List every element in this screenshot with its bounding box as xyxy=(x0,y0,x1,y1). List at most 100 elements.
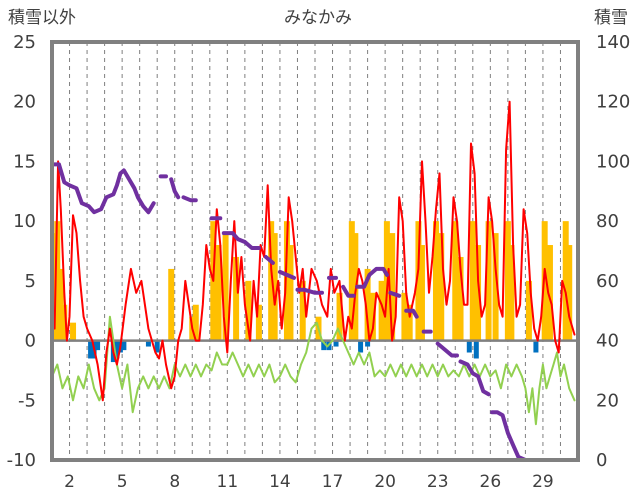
snow-depth-line xyxy=(490,410,577,462)
snow-depth-line xyxy=(263,255,275,265)
x-tick-label: 11 xyxy=(217,472,239,492)
precip-bar xyxy=(233,256,240,341)
precip-bar xyxy=(287,245,294,341)
precip-bar xyxy=(469,221,476,341)
x-tick-label: 8 xyxy=(169,472,180,492)
precip-bar xyxy=(168,268,175,341)
precip-bar xyxy=(348,221,355,341)
snow_change-bar xyxy=(145,340,151,347)
precip-bar xyxy=(54,221,61,341)
x-tick-label: 26 xyxy=(480,472,502,492)
x-tick-label: 17 xyxy=(322,472,344,492)
left-tick-label: 15 xyxy=(13,151,36,172)
left-y-axis: -10 -5 0 5 10 15 20 25 xyxy=(7,32,36,471)
right-tick-label: 80 xyxy=(596,211,619,232)
left-tick-label: 10 xyxy=(13,211,36,232)
left-tick-label: 20 xyxy=(13,92,36,113)
precip-bar xyxy=(364,268,371,341)
x-tick-label: 14 xyxy=(269,472,291,492)
snow_change-bar xyxy=(121,340,127,351)
plot-frame xyxy=(50,40,580,462)
x-tick-label: 2 xyxy=(64,472,75,492)
snow-depth-line xyxy=(50,162,156,215)
line-layer xyxy=(50,100,577,462)
precip-bar xyxy=(255,304,262,341)
temperature-line xyxy=(51,100,576,402)
precip-bar xyxy=(283,221,290,341)
right-y-axis: 0 20 40 60 80 100 120 140 xyxy=(596,32,630,471)
snow_change-bar xyxy=(95,340,101,351)
precip-bar xyxy=(401,292,408,341)
chart-title: みなかみ xyxy=(284,8,352,28)
snow_change-bar xyxy=(533,340,539,353)
snow_change-bar xyxy=(365,340,371,347)
snow-depth-line xyxy=(295,287,324,295)
precip-bar xyxy=(438,233,445,341)
precip-bar xyxy=(271,233,278,341)
precip-bar xyxy=(504,221,511,341)
right-tick-label: 120 xyxy=(596,92,630,113)
snow-depth-line xyxy=(458,359,491,397)
precip-bar xyxy=(485,221,492,341)
precip-bar xyxy=(457,256,464,341)
snow-depth-line xyxy=(355,266,389,289)
right-axis-header: 積雪 xyxy=(594,8,628,28)
precip-bar xyxy=(57,268,64,341)
snow-depth-line xyxy=(169,177,181,200)
left-tick-label: -10 xyxy=(7,450,36,471)
precip-bar xyxy=(562,221,569,341)
right-tick-label: 100 xyxy=(596,151,630,172)
snow-depth-line xyxy=(277,269,296,280)
right-tick-label: 140 xyxy=(596,32,630,53)
left-tick-label: 5 xyxy=(25,271,36,292)
snow-depth-line xyxy=(341,284,356,298)
precip-bar xyxy=(406,304,413,341)
right-tick-label: 40 xyxy=(596,331,619,352)
precip-bar xyxy=(415,221,422,341)
snow-depth-line xyxy=(388,290,402,298)
precip-bar xyxy=(475,245,482,341)
precip-bar xyxy=(222,233,229,341)
precip-bar xyxy=(268,221,275,341)
x-tick-label: 29 xyxy=(532,472,554,492)
snow_change-bar xyxy=(358,340,364,353)
precip-bar xyxy=(61,304,68,341)
snow_change-bar xyxy=(466,340,472,353)
precip-bar xyxy=(525,280,532,341)
left-axis-header: 積雪以外 xyxy=(8,8,76,28)
x-tick-label: 23 xyxy=(427,472,449,492)
precip-bar xyxy=(546,245,553,341)
precip-bar xyxy=(492,233,499,341)
x-tick-label: 20 xyxy=(374,472,396,492)
precip-bar xyxy=(369,292,376,341)
precip-bar xyxy=(508,245,515,341)
snow-depth-line xyxy=(435,341,459,358)
snow_change-bar xyxy=(114,340,120,359)
snow_change-bar xyxy=(333,340,339,347)
x-tick-label: 5 xyxy=(117,472,128,492)
precip-bar xyxy=(299,280,306,341)
precip-bar xyxy=(336,292,343,341)
snow_change-bar xyxy=(321,340,327,351)
precip-bar xyxy=(192,304,199,341)
left-tick-label: 25 xyxy=(13,32,36,53)
precip-bar xyxy=(432,221,439,341)
min-series-line xyxy=(51,315,576,426)
precip-bar xyxy=(70,322,77,341)
snow_change-bar xyxy=(473,340,479,359)
precip-bar xyxy=(389,233,396,341)
precip-bar xyxy=(452,221,459,341)
right-tick-label: 60 xyxy=(596,271,619,292)
precip-bar xyxy=(245,280,252,341)
precip-bar xyxy=(215,245,222,341)
left-tick-label: 0 xyxy=(25,331,36,352)
x-axis: 2 5 8 11 14 17 20 23 26 29 xyxy=(64,472,554,492)
snow-depth-line xyxy=(404,308,419,319)
snow-depth-line xyxy=(181,195,198,203)
snow_change-bar xyxy=(154,340,160,353)
snow_change-bar xyxy=(88,340,94,359)
snow-depth-line xyxy=(221,231,261,250)
precip-bar xyxy=(418,245,425,341)
right-tick-label: 0 xyxy=(596,450,607,471)
